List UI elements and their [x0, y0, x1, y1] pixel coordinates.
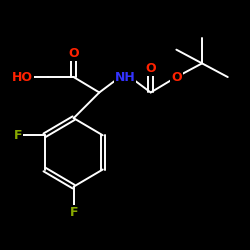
Text: O: O — [171, 70, 182, 84]
Text: NH: NH — [114, 70, 136, 84]
Text: HO: HO — [12, 70, 33, 84]
Text: O: O — [145, 62, 156, 75]
Text: F: F — [70, 206, 78, 219]
Text: F: F — [14, 129, 22, 142]
Text: O: O — [68, 46, 79, 60]
